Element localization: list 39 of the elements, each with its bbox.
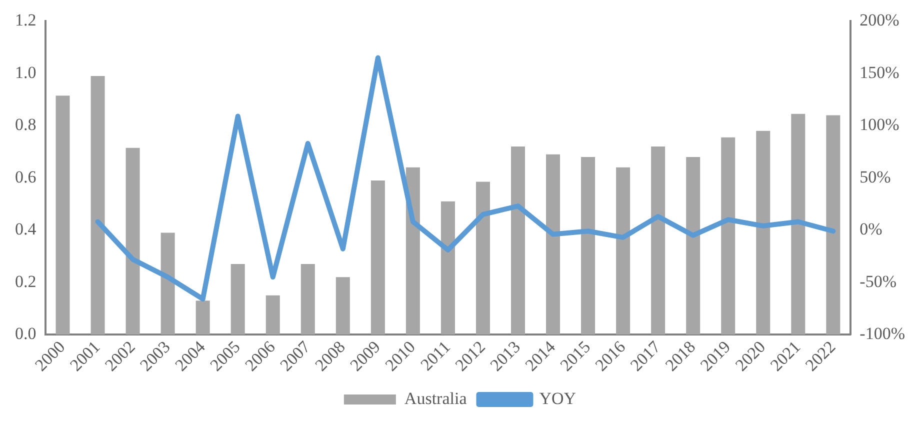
- y2-tick-label: 50%: [860, 167, 891, 186]
- y-tick-label: 0.4: [15, 220, 37, 239]
- y2-tick-label: 100%: [860, 115, 900, 134]
- y2-tick-label: -100%: [860, 324, 906, 343]
- y2-tick-label: -50%: [860, 272, 897, 291]
- bar: [370, 180, 385, 335]
- y-tick-label: 0.2: [15, 272, 36, 291]
- bar: [546, 154, 560, 335]
- y-tick-label: 1.0: [15, 62, 36, 82]
- bar: [616, 167, 630, 335]
- bar: [581, 156, 596, 335]
- y-tick-label: 0.8: [15, 115, 36, 134]
- bar: [476, 182, 490, 335]
- bar: [56, 96, 70, 335]
- bar: [90, 76, 105, 335]
- y2-tick-label: 200%: [860, 10, 900, 30]
- bar: [511, 146, 526, 335]
- bar: [791, 114, 806, 335]
- legend-label: Australia: [404, 388, 468, 408]
- bar: [300, 264, 315, 335]
- y2-tick-label: 0%: [860, 220, 882, 239]
- bar: [686, 156, 700, 335]
- bar: [160, 232, 175, 335]
- y2-tick-label: 150%: [860, 62, 900, 82]
- bar: [230, 264, 245, 335]
- bar: [440, 201, 455, 335]
- bar: [336, 277, 350, 335]
- bar: [756, 130, 770, 335]
- bar: [651, 146, 666, 335]
- y-tick-label: 0.0: [15, 324, 36, 343]
- bar: [196, 300, 210, 335]
- legend-label: YOY: [539, 388, 576, 408]
- y-tick-label: 1.2: [15, 10, 36, 30]
- bar: [826, 115, 840, 335]
- y-tick-label: 0.6: [15, 167, 36, 186]
- bar: [126, 148, 140, 335]
- bar: [721, 137, 736, 335]
- bar: [266, 295, 280, 335]
- bar: [406, 167, 420, 335]
